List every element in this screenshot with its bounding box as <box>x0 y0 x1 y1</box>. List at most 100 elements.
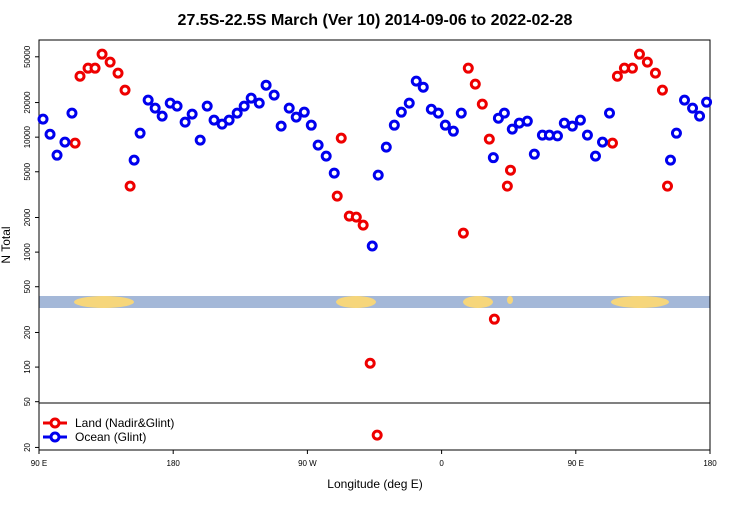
point <box>171 100 183 112</box>
chart-title: 27.5S-22.5S March (Ver 10) 2014-09-06 to… <box>178 12 573 29</box>
point <box>260 79 272 91</box>
point <box>112 67 124 79</box>
y-tick-label: 50000 <box>23 45 32 68</box>
point <box>364 357 376 369</box>
point <box>134 127 146 139</box>
point <box>589 150 601 162</box>
legend-label: Land (Nadir&Glint) <box>75 416 174 430</box>
point <box>566 120 578 132</box>
point <box>641 56 653 68</box>
point <box>521 115 533 127</box>
point <box>439 119 451 131</box>
point <box>201 100 213 112</box>
point <box>662 180 674 192</box>
point <box>457 227 469 239</box>
point <box>501 180 513 192</box>
point <box>96 48 108 60</box>
y-tick-label: 500 <box>23 280 32 294</box>
point <box>305 119 317 131</box>
map-strip <box>39 296 710 308</box>
point <box>388 119 400 131</box>
point <box>331 190 343 202</box>
x-tick-label: 0 <box>439 459 444 468</box>
point <box>670 127 682 139</box>
point <box>238 100 250 112</box>
point <box>462 62 474 74</box>
point <box>551 130 563 142</box>
point <box>128 154 140 166</box>
point <box>395 106 407 118</box>
point <box>245 92 257 104</box>
point <box>231 107 243 119</box>
point <box>611 70 623 82</box>
point <box>328 167 340 179</box>
x-tick-label: 90 E <box>31 459 47 468</box>
point <box>194 134 206 146</box>
point <box>298 106 310 118</box>
point <box>89 62 101 74</box>
point <box>701 96 713 108</box>
y-tick-label: 200 <box>23 325 32 339</box>
point <box>366 240 378 252</box>
point <box>487 152 499 164</box>
point <box>649 67 661 79</box>
point <box>208 114 220 126</box>
point <box>124 180 136 192</box>
point <box>626 62 638 74</box>
point <box>268 89 280 101</box>
point <box>380 141 392 153</box>
legend-label: Ocean (Glint) <box>75 430 146 444</box>
point <box>432 107 444 119</box>
point <box>335 132 347 144</box>
point <box>417 81 429 93</box>
point <box>66 107 78 119</box>
point <box>606 137 618 149</box>
point <box>44 128 56 140</box>
point <box>357 219 369 231</box>
point <box>506 123 518 135</box>
point <box>447 125 459 137</box>
point <box>679 94 691 106</box>
point <box>350 211 362 223</box>
point <box>186 108 198 120</box>
x-axis-label: Longitude (deg E) <box>327 477 422 491</box>
point <box>403 97 415 109</box>
point <box>488 313 500 325</box>
point <box>156 110 168 122</box>
point <box>656 84 668 96</box>
plot-frame <box>38 39 711 451</box>
point <box>119 84 131 96</box>
y-tick-label: 20 <box>23 442 32 451</box>
point <box>603 107 615 119</box>
y-tick-label: 2000 <box>23 208 32 226</box>
point <box>179 116 191 128</box>
x-tick-label: 90 W <box>298 459 317 468</box>
point <box>410 75 422 87</box>
legend-marker <box>49 431 61 443</box>
y-tick-label: 10000 <box>23 125 32 148</box>
point <box>455 107 467 119</box>
point <box>253 97 265 109</box>
point <box>312 139 324 151</box>
point <box>223 114 235 126</box>
point <box>469 78 481 90</box>
y-tick-label: 50 <box>23 397 32 406</box>
y-tick-label: 5000 <box>23 162 32 180</box>
point <box>142 94 154 106</box>
point <box>694 110 706 122</box>
point <box>574 114 586 126</box>
point <box>633 48 645 60</box>
y-tick-label: 100 <box>23 360 32 374</box>
point <box>581 129 593 141</box>
x-tick-label: 180 <box>167 459 181 468</box>
point <box>59 136 71 148</box>
point <box>37 113 49 125</box>
x-tick-label: 180 <box>703 459 717 468</box>
point <box>51 149 63 161</box>
y-tick-label: 1000 <box>23 243 32 261</box>
point <box>371 429 383 441</box>
point <box>74 70 86 82</box>
point <box>476 98 488 110</box>
point <box>687 102 699 114</box>
